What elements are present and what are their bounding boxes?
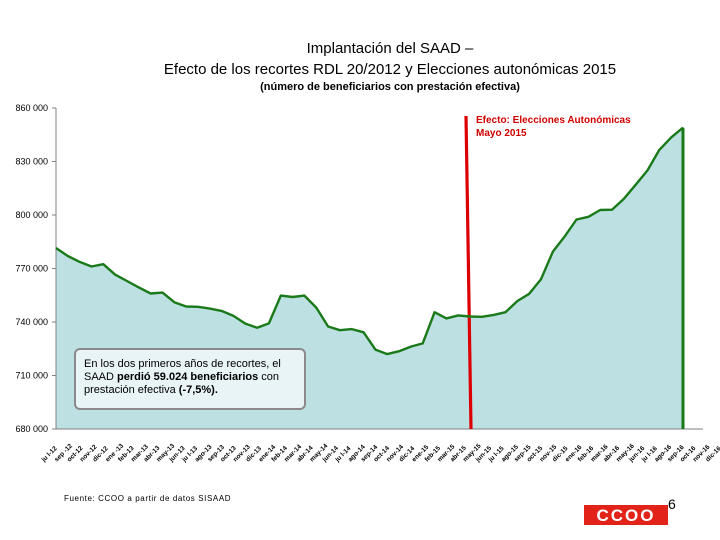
y-tick-label: 770 000 [15,264,48,274]
ccoo-logo: CCOO [584,505,668,525]
chart-subtitle: (número de beneficiarios con prestación … [260,81,520,93]
source-note: Fuente: CCOO a partir de datos SISAAD [64,494,232,503]
y-tick-label: 740 000 [15,317,48,327]
y-tick-label: 710 000 [15,371,48,381]
note-bold-2: (-7,5%). [178,384,218,396]
elections-annotation-line2: Mayo 2015 [476,128,527,139]
note-bold-1: perdió 59.024 beneficiarios [117,371,259,383]
y-tick-label: 800 000 [15,210,48,220]
chart-title-line2: Efecto de los recortes RDL 20/2012 y Ele… [163,61,617,78]
y-tick-label: 860 000 [15,103,48,113]
cuts-note-box: En los dos primeros años de recortes, el… [74,348,306,410]
note-text-2: con prestación efectiva [84,371,280,396]
y-tick-label: 830 000 [15,157,48,167]
logo-text: CCOO [597,506,656,525]
y-tick-label: 680 000 [15,424,48,434]
page-number: 6 [668,496,676,512]
elections-marker-line [464,115,473,430]
series-line [55,126,684,356]
note-text-1: En los dos primeros años de recortes, el… [84,358,281,383]
elections-annotation: Efecto: Elecciones Autonómicas Mayo 2015 [476,114,631,140]
y-axis-labels: 680 000 710 000 740 000 770 000 800 000 830 0… [15,103,48,434]
elections-annotation-line1: Efecto: Elecciones Autonómicas [476,115,631,126]
chart-title-line1: Implantación del SAAD – [306,40,474,57]
